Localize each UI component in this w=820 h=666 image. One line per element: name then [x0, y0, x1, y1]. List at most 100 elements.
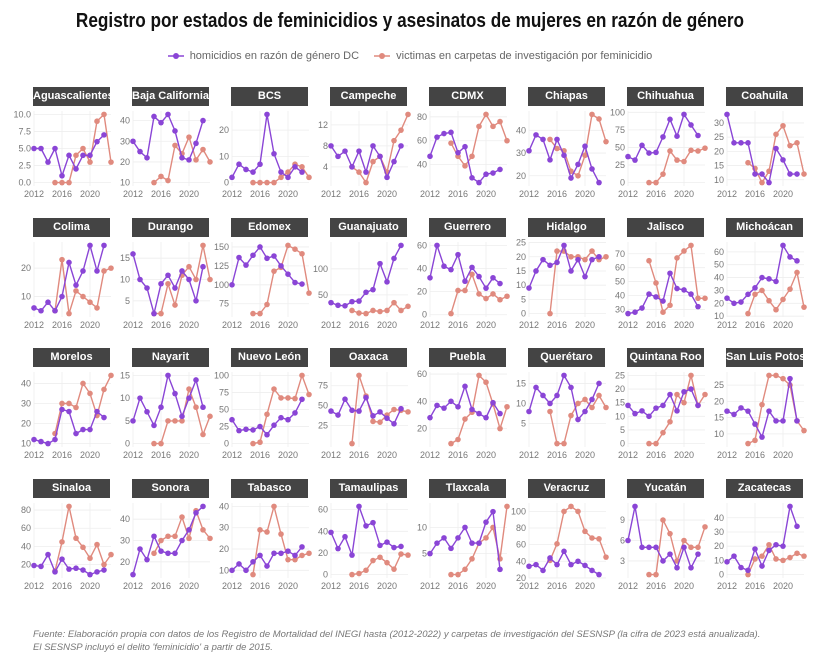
- data-point-victimas: [370, 158, 376, 165]
- data-point-homicidios: [144, 556, 150, 563]
- data-point-homicidios: [653, 544, 659, 551]
- data-point-victimas: [66, 503, 72, 510]
- y-tick-label: 50: [714, 259, 724, 269]
- data-point-victimas: [80, 145, 86, 152]
- x-tick-label: 2020: [575, 450, 595, 460]
- data-point-homicidios: [724, 295, 730, 301]
- x-tick-label: 2016: [52, 320, 72, 330]
- data-point-homicidios: [278, 169, 284, 175]
- y-tick-label: 15: [714, 413, 724, 423]
- data-point-victimas: [271, 503, 277, 510]
- data-point-homicidios: [674, 565, 680, 571]
- x-tick-label: 2016: [448, 320, 468, 330]
- data-point-victimas: [483, 535, 489, 541]
- panel-aguascalientes: 2012 2016 2020 0.0 2.5 5.0 7.5 10.0 Aguascalient…: [13, 87, 129, 215]
- data-point-homicidios: [731, 300, 737, 306]
- panel-title: Veracruz: [528, 479, 605, 499]
- data-point-victimas: [179, 418, 185, 425]
- data-point-victimas: [172, 142, 178, 149]
- data-point-homicidios: [193, 140, 199, 147]
- data-point-homicidios: [349, 164, 355, 170]
- panel-tlaxcala: 2012 2016 2020 5 10 Tlaxcala: [417, 479, 525, 607]
- data-point-victimas: [469, 556, 475, 562]
- x-tick-label: 2012: [618, 450, 638, 460]
- y-tick-label: 40: [417, 397, 427, 407]
- y-tick-label: 9: [620, 515, 625, 525]
- data-point-homicidios: [561, 548, 567, 555]
- data-point-victimas: [801, 304, 807, 310]
- data-point-victimas: [172, 533, 178, 540]
- data-point-victimas: [349, 571, 355, 578]
- data-point-homicidios: [172, 284, 178, 291]
- y-tick-label: 60: [21, 523, 31, 533]
- data-point-homicidios: [561, 242, 567, 248]
- data-point-homicidios: [271, 150, 277, 157]
- data-point-homicidios: [780, 543, 786, 550]
- y-tick-label: 0: [719, 570, 724, 580]
- data-point-homicidios: [384, 174, 390, 181]
- data-point-homicidios: [391, 421, 397, 427]
- data-point-victimas: [582, 528, 588, 535]
- y-tick-label: 10.0: [13, 109, 31, 119]
- data-point-homicidios: [363, 169, 369, 175]
- panel-plot: 2012 2016 2020 0 20 40 60: [417, 240, 510, 330]
- x-tick-label: 2020: [773, 189, 793, 199]
- panel-nuevo-león: 2012 2016 2020 0 25 50 75 100 Nuevo León: [214, 348, 327, 476]
- x-tick-label: 2020: [80, 320, 100, 330]
- data-point-homicidios: [794, 418, 800, 425]
- data-point-victimas: [271, 386, 277, 393]
- panel-plot: 2012 2016 2020 30 40 50 60 70: [615, 241, 708, 330]
- series-line-homicidios: [330, 244, 402, 307]
- data-point-victimas: [278, 531, 284, 538]
- panel-title: Hidalgo: [528, 217, 605, 237]
- panel-title: Nuevo León: [231, 348, 308, 368]
- x-tick-label: 2016: [250, 189, 270, 199]
- series-line-homicidios: [429, 509, 501, 570]
- y-tick-label: 0: [422, 309, 427, 319]
- data-point-homicidios: [264, 111, 270, 118]
- data-point-homicidios: [568, 267, 574, 274]
- data-point-homicidios: [589, 397, 595, 403]
- data-point-homicidios: [667, 270, 673, 276]
- x-tick-label: 2016: [547, 581, 567, 591]
- data-point-homicidios: [526, 284, 532, 291]
- data-point-homicidios: [130, 418, 136, 425]
- data-point-homicidios: [342, 148, 348, 154]
- data-point-homicidios: [490, 508, 496, 515]
- data-point-homicidios: [660, 297, 666, 304]
- panel-yucatán: 2012 2016 2020 3 6 9 Yucatán: [618, 479, 723, 607]
- data-point-victimas: [681, 247, 687, 254]
- data-point-victimas: [52, 179, 58, 186]
- panel-plot: 2012 2016 2020 50 100: [313, 241, 411, 330]
- data-point-homicidios: [200, 503, 206, 510]
- data-point-victimas: [66, 310, 72, 317]
- panel-plot: 2012 2016 2020 10 20: [21, 241, 114, 330]
- data-point-homicidios: [434, 134, 440, 140]
- panel-sinaloa: 2012 2016 2020 20 40 60 80 Sinaloa: [21, 479, 129, 607]
- x-tick-label: 2020: [377, 450, 397, 460]
- data-point-victimas: [462, 163, 468, 169]
- data-point-homicidios: [660, 134, 666, 140]
- data-point-victimas: [547, 409, 553, 415]
- x-tick-label: 2012: [222, 189, 242, 199]
- panel-puebla: 2012 2016 2020 20 40 60 Puebla: [417, 348, 525, 476]
- data-point-homicidios: [639, 304, 645, 311]
- x-tick-label: 2020: [674, 320, 694, 330]
- series-line-homicidios: [33, 242, 105, 312]
- data-point-victimas: [108, 265, 114, 271]
- x-tick-label: 2020: [278, 320, 298, 330]
- x-tick-label: 2020: [80, 450, 100, 460]
- data-point-homicidios: [80, 152, 86, 159]
- legend: homicidios en razón de género DC victima…: [0, 50, 820, 63]
- data-point-homicidios: [31, 437, 37, 443]
- data-point-homicidios: [87, 242, 93, 248]
- panel-title: Morelos: [33, 348, 110, 368]
- x-tick-label: 2012: [24, 320, 44, 330]
- data-point-victimas: [257, 179, 263, 186]
- data-point-homicidios: [271, 422, 277, 429]
- panel-bcs: 2012 2016 2020 0 10 20 BCS: [219, 87, 327, 215]
- data-point-homicidios: [434, 402, 440, 409]
- panel-plot: 2012 2016 2020 0 5 10 15 20 25: [516, 237, 609, 330]
- y-tick-label: 10: [714, 311, 724, 321]
- y-tick-label: 100: [511, 506, 526, 516]
